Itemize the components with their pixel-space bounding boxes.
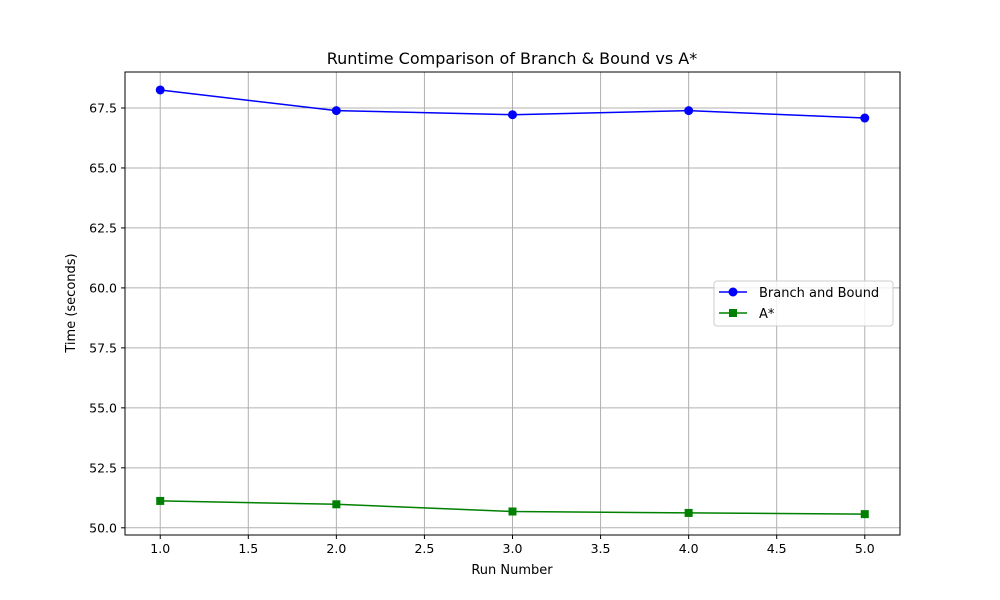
y-tick-label: 57.5	[89, 340, 117, 355]
legend-marker-branch-and-bound	[728, 287, 738, 297]
y-tick-label: 50.0	[89, 520, 117, 535]
x-axis: 1.0 1.5 2.0 2.5 3.0 3.5 4.0 4.5 5.0	[150, 535, 875, 556]
data-point-a-star	[156, 496, 165, 505]
x-axis-label: Run Number	[471, 563, 553, 578]
x-tick-label: 5.0	[855, 541, 875, 556]
data-point-branch-and-bound	[508, 110, 517, 120]
x-tick-label: 2.5	[414, 541, 434, 556]
x-tick-label: 4.0	[679, 541, 699, 556]
y-tick-label: 67.5	[89, 100, 117, 115]
x-tick-label: 1.5	[238, 541, 258, 556]
data-point-branch-and-bound	[331, 106, 341, 116]
y-tick-label: 60.0	[89, 280, 117, 295]
y-tick-label: 52.5	[89, 460, 117, 475]
legend-label-branch-and-bound: Branch and Bound	[759, 286, 879, 301]
data-point-a-star	[332, 500, 341, 509]
legend-marker-a-star	[729, 309, 737, 317]
legend: Branch and Bound A*	[713, 280, 894, 327]
data-point-branch-and-bound	[860, 113, 870, 123]
x-tick-label: 3.0	[503, 541, 523, 556]
y-tick-label: 55.0	[89, 400, 117, 415]
y-axis-label: Time (seconds)	[64, 253, 79, 353]
x-tick-label: 2.0	[326, 541, 346, 556]
data-point-branch-and-bound	[684, 106, 694, 116]
y-axis: 50.0 52.5 55.0 57.5 60.0 62.5 65.0 67.5	[89, 100, 125, 535]
x-tick-label: 1.0	[150, 541, 170, 556]
data-point-a-star	[508, 507, 517, 516]
chart-title: Runtime Comparison of Branch & Bound vs …	[327, 49, 698, 68]
legend-box	[713, 280, 894, 327]
data-point-a-star	[684, 508, 693, 517]
series-a-star	[156, 496, 869, 519]
series-branch-and-bound	[155, 85, 870, 123]
x-tick-label: 3.5	[591, 541, 611, 556]
legend-label-a-star: A*	[759, 307, 775, 322]
y-tick-label: 65.0	[89, 160, 117, 175]
data-point-a-star	[860, 510, 869, 519]
data-point-branch-and-bound	[155, 85, 165, 95]
x-tick-label: 4.5	[767, 541, 787, 556]
y-tick-label: 62.5	[89, 220, 117, 235]
series-layer	[155, 85, 870, 519]
